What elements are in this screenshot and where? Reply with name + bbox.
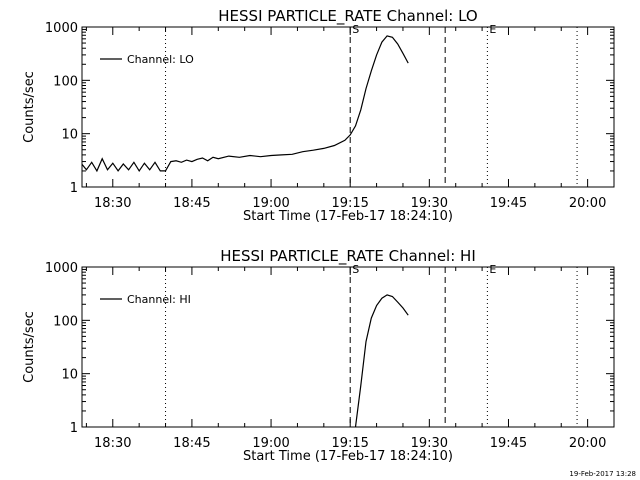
- y-tick-label: 1: [70, 421, 78, 436]
- y-tick-label: 1: [70, 181, 78, 196]
- x-tick-label: 20:00: [569, 196, 606, 211]
- generated-timestamp: 19-Feb-2017 13:28: [569, 470, 636, 478]
- marker-label: E: [489, 23, 496, 36]
- marker-label: S: [352, 23, 359, 36]
- x-tick-label: 18:45: [173, 436, 210, 451]
- series-line: [82, 35, 409, 173]
- chart-panel-1: HESSI PARTICLE_RATE Channel: LO Counts/se…: [22, 7, 615, 224]
- y-tick-label: 1000: [45, 21, 78, 36]
- plot-frame: [81, 26, 615, 188]
- legend-label: Channel: LO: [127, 53, 194, 66]
- x-tick-label: 19:00: [252, 436, 289, 451]
- x-tick-label: 19:00: [252, 196, 289, 211]
- x-axis-label: Start Time (17-Feb-17 18:24:10): [243, 209, 453, 224]
- y-tick-label: 10: [61, 368, 78, 383]
- x-tick-label: 19:45: [490, 196, 527, 211]
- series-line: [354, 294, 409, 427]
- x-tick-label: 19:30: [411, 436, 448, 451]
- y-tick-label: 100: [53, 314, 78, 329]
- x-tick-label: 18:45: [173, 196, 210, 211]
- x-tick-label: 19:15: [331, 436, 368, 451]
- y-tick-label: 1000: [45, 261, 78, 276]
- chart-title: HESSI PARTICLE_RATE Channel: LO: [218, 7, 477, 26]
- x-tick-label: 20:00: [569, 436, 606, 451]
- marker-label: E: [489, 263, 496, 276]
- chart-panel-2: HESSI PARTICLE_RATE Channel: HI Counts/se…: [22, 247, 615, 464]
- x-tick-label: 19:15: [331, 196, 368, 211]
- y-axis-label: Counts/sec: [22, 71, 37, 143]
- y-tick-label: 10: [61, 128, 78, 143]
- x-tick-label: 19:45: [490, 436, 527, 451]
- y-tick-label: 100: [53, 74, 78, 89]
- legend-label: Channel: HI: [127, 293, 191, 306]
- y-axis-label: Counts/sec: [22, 311, 37, 383]
- x-tick-label: 18:30: [94, 436, 131, 451]
- x-axis-label: Start Time (17-Feb-17 18:24:10): [243, 449, 453, 464]
- x-tick-label: 18:30: [94, 196, 131, 211]
- plot-frame: [81, 266, 615, 428]
- x-tick-label: 19:30: [411, 196, 448, 211]
- marker-label: S: [352, 263, 359, 276]
- chart-title: HESSI PARTICLE_RATE Channel: HI: [220, 247, 476, 266]
